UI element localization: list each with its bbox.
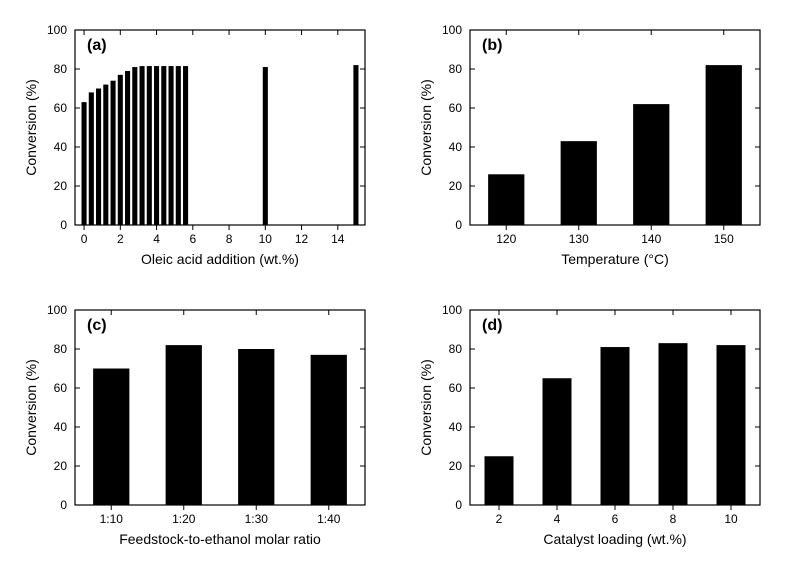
ytick-label: 100: [47, 303, 67, 317]
ytick-label: 20: [54, 459, 68, 473]
xtick-label: 4: [554, 512, 561, 526]
xtick-label: 8: [670, 512, 677, 526]
xtick-label: 2: [496, 512, 503, 526]
bar: [543, 378, 572, 505]
xtick-label: 2: [117, 232, 124, 246]
xtick-label: 140: [641, 232, 661, 246]
xtick-label: 1:10: [100, 512, 124, 526]
ytick-label: 0: [60, 498, 67, 512]
ytick-label: 40: [54, 140, 68, 154]
xtick-label: 8: [226, 232, 233, 246]
xtick-label: 130: [569, 232, 589, 246]
bar: [263, 67, 268, 225]
panel-label: (c): [87, 317, 107, 334]
ytick-label: 40: [449, 420, 463, 434]
xtick-label: 10: [724, 512, 738, 526]
ytick-label: 60: [449, 381, 463, 395]
xtick-label: 1:30: [245, 512, 269, 526]
bar: [183, 66, 188, 225]
bar: [166, 345, 202, 505]
x-axis-label: Feedstock-to-ethanol molar ratio: [119, 531, 321, 547]
panel-a: 0 20 40 60 80 100 Conversion (%) 0 2 4 6 8 10 12 14 Ole…: [20, 20, 375, 270]
bar: [89, 92, 94, 225]
xtick-label: 120: [496, 232, 516, 246]
bar: [311, 355, 347, 505]
bar: [169, 66, 174, 225]
panel-c: 0 20 40 60 80 100 Conversion (%) 1:10 1:20 1:30 1:…: [20, 300, 375, 550]
ytick-label: 20: [449, 179, 463, 193]
bar: [118, 75, 123, 225]
ytick-label: 40: [449, 140, 463, 154]
ytick-label: 100: [47, 23, 67, 37]
bar: [488, 174, 524, 225]
bar: [93, 369, 129, 506]
bar: [601, 347, 630, 505]
xtick-label: 10: [259, 232, 273, 246]
bar: [125, 71, 130, 225]
ytick-label: 80: [54, 62, 68, 76]
xtick-label: 12: [295, 232, 309, 246]
y-axis-label: Conversion (%): [418, 79, 434, 175]
bar: [717, 345, 746, 505]
bar: [161, 66, 166, 225]
bar: [111, 81, 116, 225]
xtick-label: 1:20: [172, 512, 196, 526]
panel-label: (a): [87, 37, 107, 54]
ytick-label: 80: [449, 62, 463, 76]
y-axis-label: Conversion (%): [23, 79, 39, 175]
bar: [140, 66, 145, 225]
xtick-label: 0: [81, 232, 88, 246]
ytick-label: 20: [54, 179, 68, 193]
bar: [353, 65, 358, 225]
x-axis-label: Temperature (°C): [561, 251, 669, 267]
bar: [132, 67, 137, 225]
bar: [659, 343, 688, 505]
panel-label: (d): [482, 317, 502, 334]
y-axis-label: Conversion (%): [418, 359, 434, 455]
ytick-label: 0: [455, 498, 462, 512]
ytick-label: 40: [54, 420, 68, 434]
ytick-label: 100: [442, 23, 462, 37]
bar: [706, 65, 742, 225]
ytick-label: 0: [455, 218, 462, 232]
ytick-label: 80: [54, 342, 68, 356]
chart-grid: 020406080100Conversion (%)02468101214Ole…: [20, 20, 767, 548]
ytick-label: 60: [449, 101, 463, 115]
bar: [561, 141, 597, 225]
ytick-label: 60: [54, 101, 68, 115]
panel-label: (b): [482, 37, 502, 54]
panel-b: 0 20 40 60 80 100 Conversion (%) 120 130 140 150 Te…: [415, 20, 770, 270]
bar: [103, 85, 108, 225]
xtick-label: 4: [153, 232, 160, 246]
ytick-label: 0: [60, 218, 67, 232]
bar: [147, 66, 152, 225]
bar: [485, 456, 514, 505]
bar: [154, 66, 159, 225]
bar: [238, 349, 274, 505]
bar: [96, 89, 101, 226]
bar: [176, 66, 181, 225]
ytick-label: 80: [449, 342, 463, 356]
ytick-label: 20: [449, 459, 463, 473]
ytick-label: 60: [54, 381, 68, 395]
bar: [82, 102, 87, 225]
ytick-label: 100: [442, 303, 462, 317]
y-axis-label: Conversion (%): [23, 359, 39, 455]
xtick-label: 6: [189, 232, 196, 246]
xtick-label: 6: [612, 512, 619, 526]
xtick-label: 150: [714, 232, 734, 246]
xtick-label: 14: [331, 232, 345, 246]
panel-d: 0 20 40 60 80 100 Conversion (%) 2 4 6 8 10 Catalyst…: [415, 300, 770, 550]
bar: [633, 104, 669, 225]
x-axis-label: Oleic acid addition (wt.%): [141, 251, 299, 267]
x-axis-label: Catalyst loading (wt.%): [543, 531, 686, 547]
xtick-label: 1:40: [317, 512, 341, 526]
